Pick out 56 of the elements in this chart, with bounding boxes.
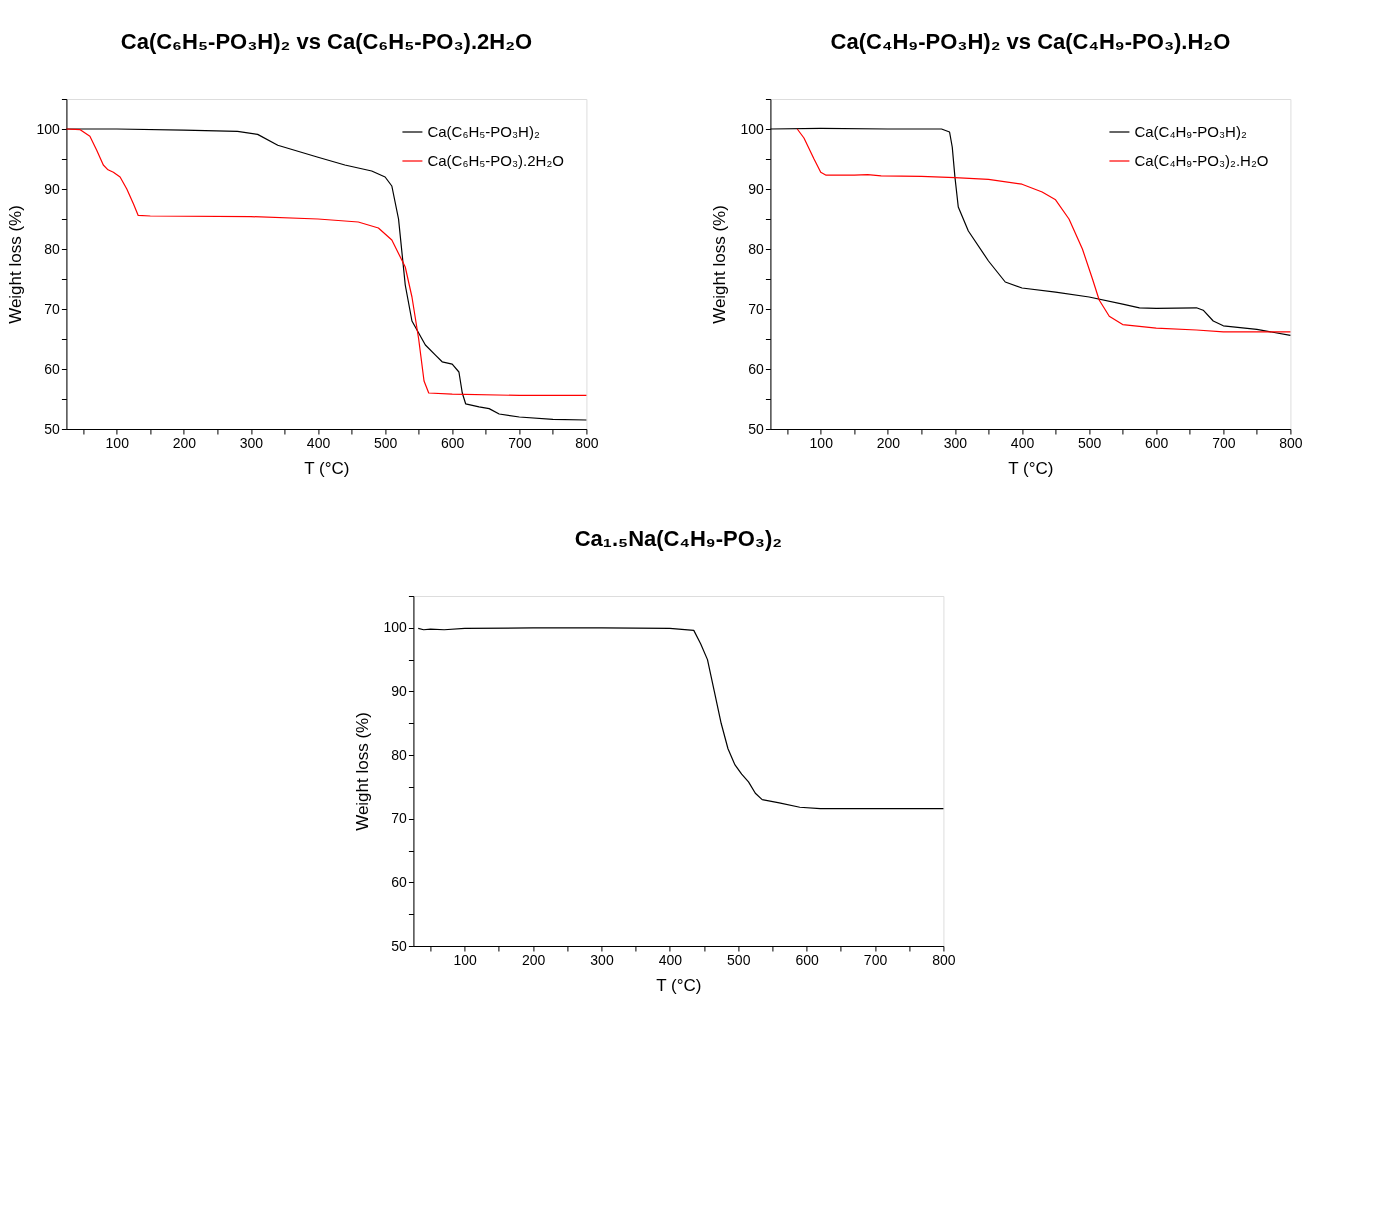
y-tick-label: 80 — [44, 240, 61, 257]
y-tick-label: 100 — [36, 120, 61, 137]
x-tick-label: 700 — [863, 951, 888, 968]
y-tick-label: 70 — [44, 300, 61, 317]
line-series — [417, 627, 945, 810]
x-tick-label: 100 — [105, 434, 130, 451]
x-tick-label: 400 — [1010, 434, 1035, 451]
x-tick-label: 200 — [521, 951, 546, 968]
legend-label: Ca(C₄H₉-PO₃H)₂ — [1134, 123, 1247, 140]
y-tick-label: 50 — [391, 937, 408, 954]
y-tick-label: 90 — [391, 682, 408, 699]
x-tick-label: 600 — [441, 434, 465, 451]
x-tick-label: 500 — [727, 951, 751, 968]
y-tick-label: 70 — [748, 300, 765, 317]
y-tick-label: 50 — [44, 420, 61, 437]
y-tick-label: 60 — [44, 360, 61, 377]
x-tick-label: 400 — [658, 951, 683, 968]
y-tick-label: 80 — [391, 746, 408, 763]
x-tick-label: 800 — [932, 951, 956, 968]
x-tick-label: 600 — [795, 951, 820, 968]
y-tick-label: 60 — [391, 873, 408, 890]
x-tick-label: 100 — [809, 434, 834, 451]
y-tick-label: 60 — [748, 360, 765, 377]
x-tick-label: 300 — [590, 951, 614, 968]
chart-title: Ca(C₆H₅-PO₃H)₂ vs Ca(C₆H₅-PO₃).2H₂O — [120, 28, 533, 54]
chart-title: Ca₁.₅Na(C₄H₉-PO₃)₂ — [574, 525, 783, 551]
x-tick-label: 600 — [1145, 434, 1169, 451]
y-axis-title: Weight loss (%) — [352, 712, 372, 831]
y-tick-label: 80 — [748, 240, 765, 257]
y-tick-label: 90 — [748, 180, 765, 197]
x-tick-label: 200 — [876, 434, 901, 451]
y-tick-label: 100 — [740, 120, 765, 137]
x-tick-label: 500 — [373, 434, 398, 451]
x-tick-label: 800 — [575, 434, 599, 451]
chart-title: Ca(C₄H₉-PO₃H)₂ vs Ca(C₄H₉-PO₃).H₂O — [830, 28, 1231, 54]
y-axis-title: Weight loss (%) — [709, 205, 729, 324]
legend-label: Ca(C₄H₉-PO₃)₂.H₂O — [1134, 152, 1269, 169]
x-tick-label: 400 — [306, 434, 331, 451]
x-tick-label: 500 — [1077, 434, 1102, 451]
x-axis-title: T (°C) — [304, 458, 350, 478]
x-axis-title: T (°C) — [656, 975, 702, 995]
x-tick-label: 700 — [508, 434, 532, 451]
x-axis-title: T (°C) — [1008, 458, 1054, 478]
y-tick-label: 50 — [748, 420, 765, 437]
y-tick-label: 90 — [44, 180, 61, 197]
x-tick-label: 300 — [239, 434, 264, 451]
x-tick-label: 100 — [453, 951, 478, 968]
x-tick-label: 700 — [1212, 434, 1236, 451]
x-tick-label: 800 — [1279, 434, 1303, 451]
legend-label: Ca(C₆H₅-PO₃).2H₂O — [427, 152, 564, 169]
y-tick-label: 70 — [391, 810, 408, 827]
y-tick-label: 100 — [383, 619, 408, 636]
y-axis-title: Weight loss (%) — [5, 205, 25, 324]
legend-label: Ca(C₆H₅-PO₃H)₂ — [427, 123, 540, 140]
x-tick-label: 200 — [172, 434, 197, 451]
x-tick-label: 300 — [943, 434, 968, 451]
